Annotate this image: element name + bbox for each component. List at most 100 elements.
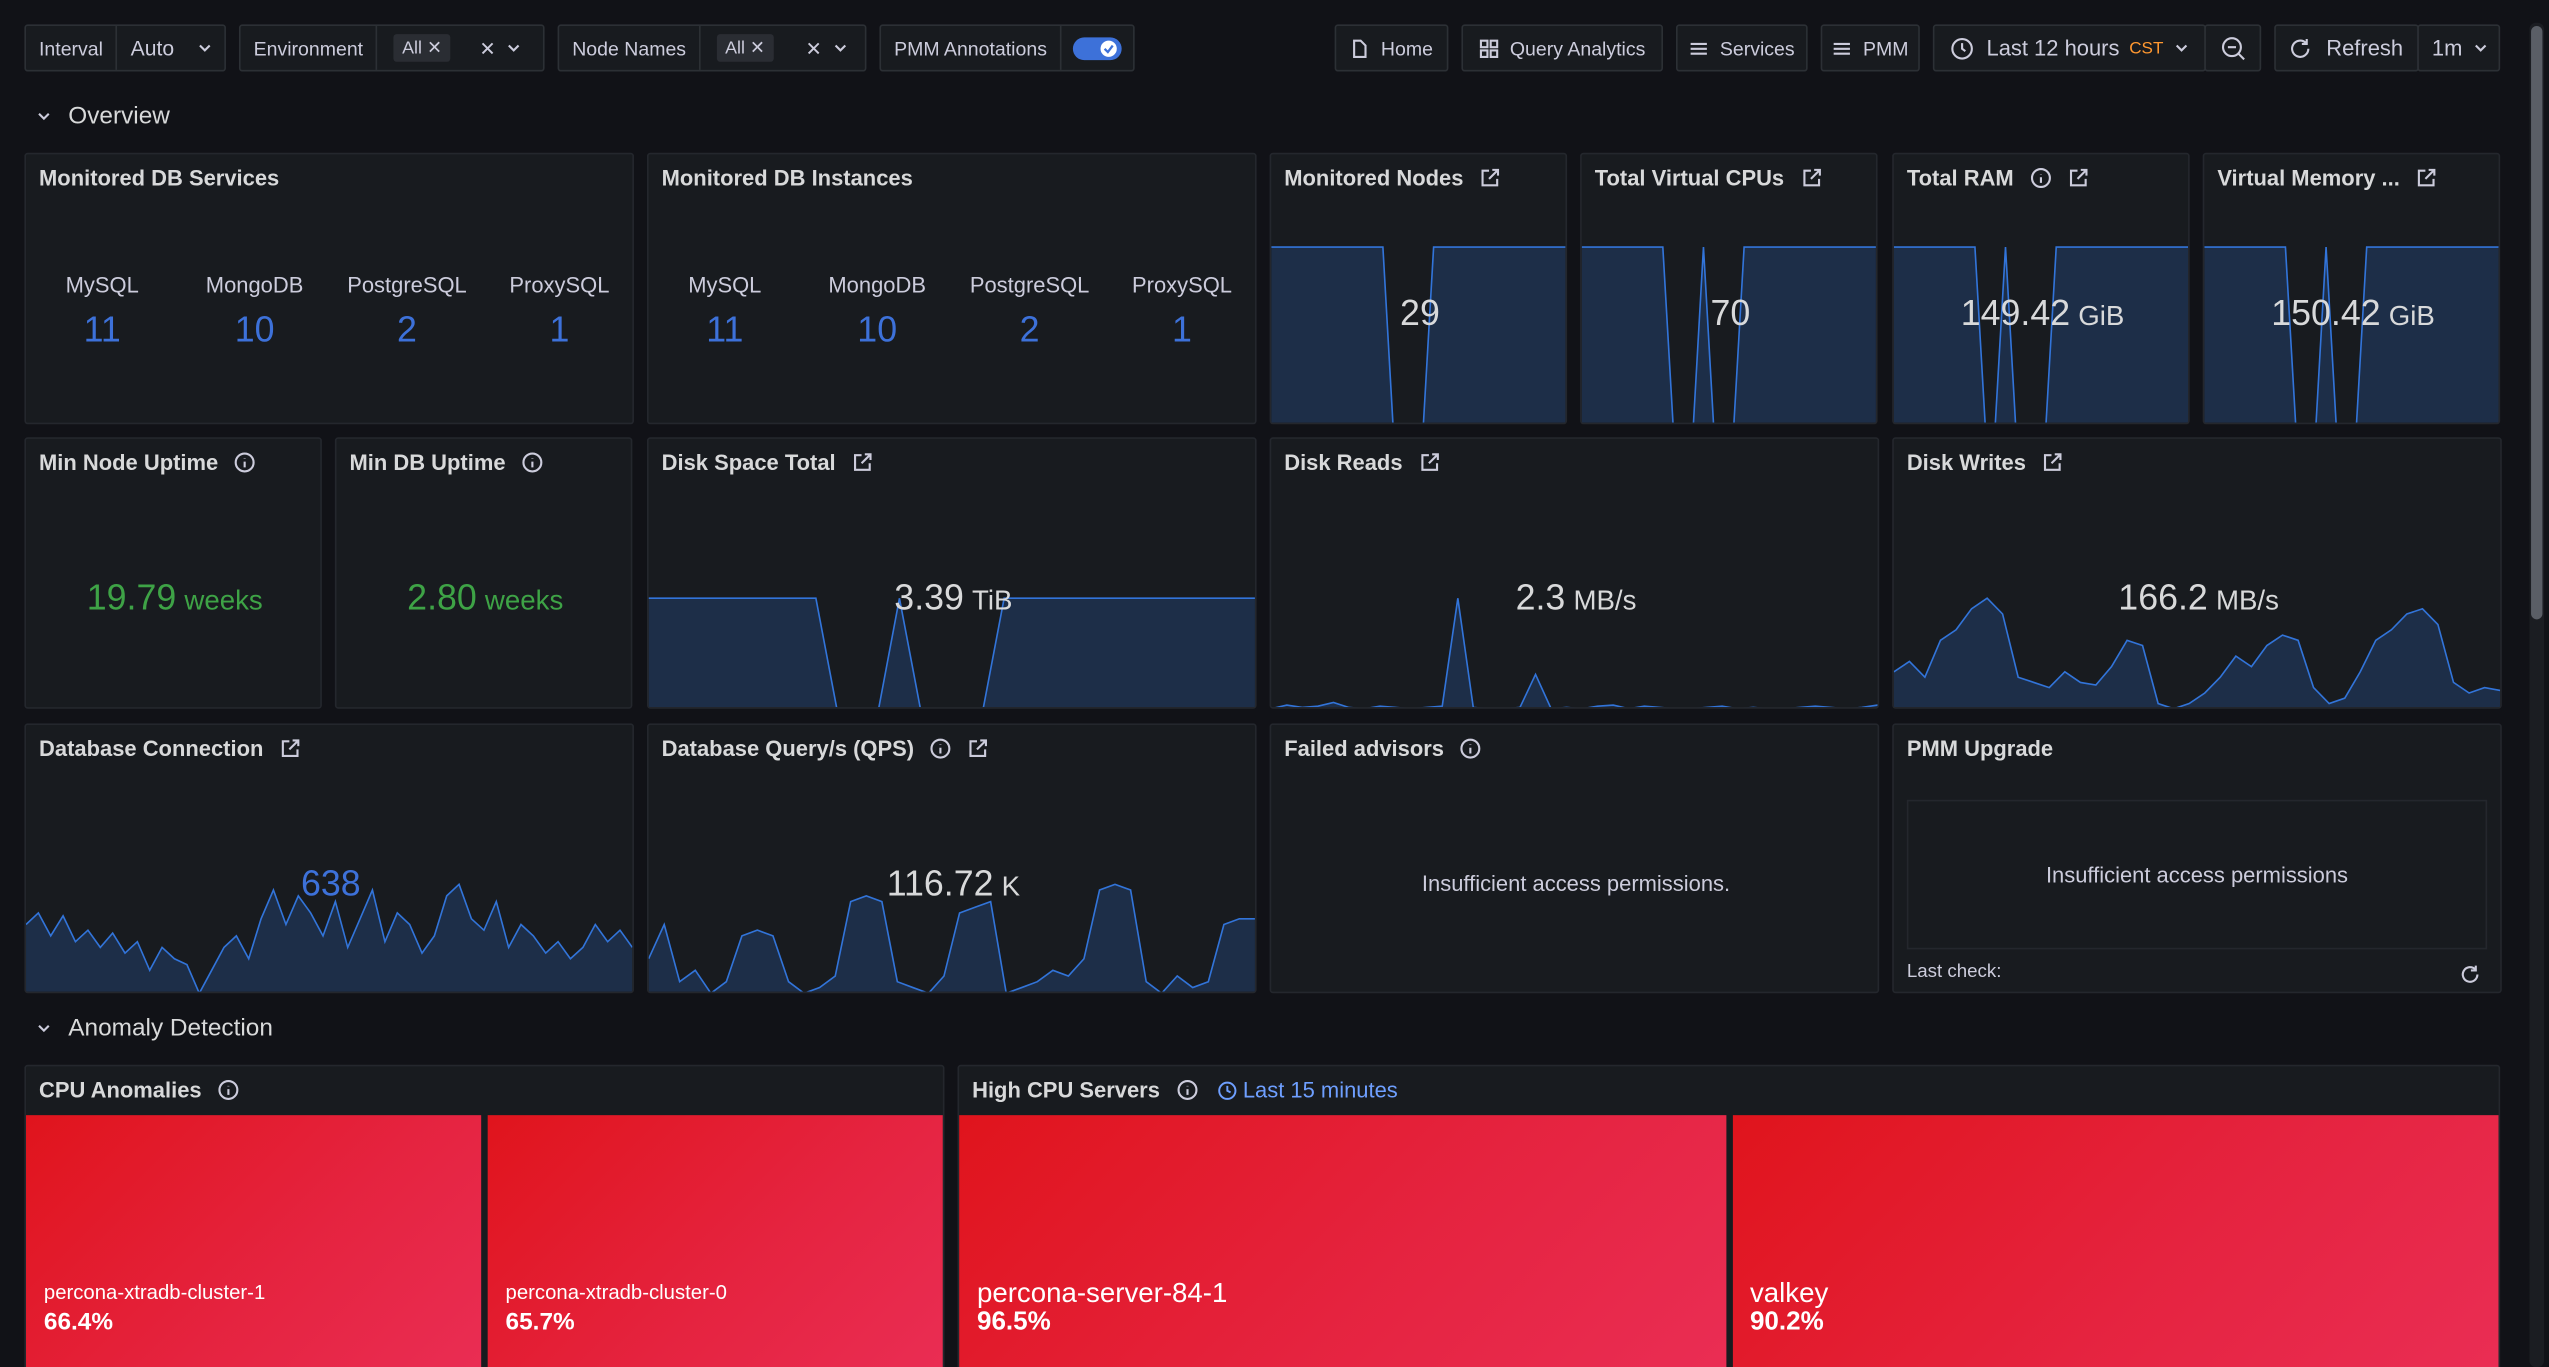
- info-icon: [235, 452, 256, 473]
- icon-part: [2461, 965, 2479, 983]
- link-icon[interactable]: [852, 452, 873, 473]
- variable-label: Interval: [26, 26, 118, 70]
- scrollbar-thumb[interactable]: [2531, 26, 2543, 620]
- panel-message: Insufficient access permissions: [2045, 862, 2349, 887]
- stat-value: 2.3 MB/s: [1271, 577, 1877, 619]
- link-icon[interactable]: [2416, 167, 2437, 188]
- zoom-icon: [2221, 36, 2245, 60]
- link-icon[interactable]: [280, 738, 301, 759]
- time-picker[interactable]: Last 12 hours CST: [1932, 24, 2206, 72]
- interval-value: 1m: [2431, 35, 2463, 61]
- panel-title-text: Disk Writes: [1906, 450, 2026, 475]
- count-label: MongoDB: [205, 273, 304, 298]
- panel-title: Failed advisors: [1284, 736, 1481, 761]
- link-icon[interactable]: [1800, 167, 1821, 188]
- environment-variable[interactable]: Environment All ✕ ✕: [238, 24, 545, 72]
- panel-title-text: Disk Space Total: [661, 450, 836, 475]
- zoom-out[interactable]: [2204, 24, 2262, 72]
- info-icon: [930, 738, 951, 759]
- variable-value: All: [725, 39, 745, 59]
- variable-label: Node Names: [559, 26, 701, 70]
- link-icon[interactable]: [1419, 452, 1440, 473]
- info-icon: [218, 1079, 239, 1100]
- chevron-path: [2474, 43, 2486, 52]
- panel-title-text: Total RAM: [1906, 165, 2014, 191]
- panel-title-text: Failed advisors: [1284, 736, 1445, 761]
- sparkline: [1893, 246, 2189, 423]
- refresh-button[interactable]: Refresh: [2274, 24, 2419, 72]
- pmm-link[interactable]: PMM: [1820, 24, 1920, 72]
- chevron-path: [507, 43, 520, 52]
- sparkline-area: [1581, 247, 1876, 423]
- annotations-toggle[interactable]: PMM Annotations: [879, 24, 1135, 72]
- row-header[interactable]: Overview: [34, 102, 170, 130]
- panel-title: Monitored Nodes: [1284, 166, 1501, 190]
- interval-variable[interactable]: Interval Auto: [24, 24, 226, 72]
- node-names-variable[interactable]: Node Names All ✕ ✕: [557, 24, 867, 72]
- stat-number: 3.39: [894, 577, 964, 618]
- treemap-cell[interactable]: valkey 90.2%: [1732, 1115, 2499, 1367]
- doc-icon: [1353, 38, 1368, 58]
- icon-path: [1961, 42, 1966, 52]
- chevron: [199, 43, 211, 52]
- icon-part: [1421, 453, 1439, 471]
- panel-title-text: Database Connection: [39, 736, 264, 761]
- stat-number: 2.80: [407, 577, 477, 618]
- chevron-path: [38, 112, 50, 120]
- icon-part: [1802, 168, 1821, 187]
- treemap-cell[interactable]: percona-xtradb-cluster-0 65.7%: [487, 1115, 943, 1367]
- link-icon[interactable]: [2067, 167, 2088, 188]
- panel-subtitle: Last 15 minutes: [1217, 1078, 1398, 1102]
- chevron: [507, 43, 520, 52]
- refresh-interval[interactable]: 1m: [2417, 24, 2501, 72]
- panel-title-text: Monitored DB Services: [39, 165, 280, 191]
- info-icon: [1460, 738, 1481, 759]
- variable-value: Auto: [130, 35, 175, 61]
- stat-unit: weeks: [484, 585, 564, 617]
- toggle-switch[interactable]: [1071, 35, 1123, 61]
- link-icon[interactable]: [2042, 452, 2063, 473]
- panel-upgrade: Insufficient access permissions Last chec…: [1892, 723, 2502, 994]
- home-link[interactable]: Home: [1334, 24, 1449, 72]
- count-value: 10: [857, 308, 898, 350]
- panel-stat: 166.2 MB/s Disk Writes: [1892, 437, 2502, 709]
- stat-number: 2.3: [1515, 577, 1566, 618]
- link-label: PMM: [1862, 36, 1909, 60]
- panel-title-text: Database Query/s (QPS): [661, 736, 915, 761]
- sparkline-line: [2204, 246, 2499, 423]
- stat-value: 116.72 K: [649, 863, 1255, 905]
- subtitle-text: Last 15 minutes: [1242, 1077, 1398, 1103]
- refresh-icon[interactable]: [2460, 964, 2481, 985]
- treemap-cell[interactable]: percona-xtradb-cluster-1 66.4%: [26, 1115, 482, 1367]
- clear-icon[interactable]: ✕: [805, 36, 822, 60]
- panel-title: Monitored DB Instances: [662, 166, 913, 190]
- chevron-path: [834, 43, 846, 52]
- clear-icon[interactable]: ✕: [479, 36, 496, 60]
- chevron-path: [2175, 43, 2187, 52]
- link-icon[interactable]: [1480, 167, 1501, 188]
- icon-part: [2030, 168, 2051, 189]
- stat-unit: GiB: [2388, 300, 2435, 332]
- icon-path: [1479, 38, 1498, 58]
- clock-icon: [1217, 1080, 1236, 1100]
- panel-title: Database Query/s (QPS): [661, 736, 989, 761]
- menu-icon: [1690, 42, 1707, 54]
- row-header[interactable]: Anomaly Detection: [34, 1014, 273, 1042]
- panel-title-text: Monitored DB Instances: [661, 165, 913, 191]
- link-icon[interactable]: [968, 738, 989, 759]
- variable-label: Environment: [241, 26, 378, 70]
- qan-link[interactable]: Query Analytics: [1461, 24, 1663, 72]
- info-icon: [1176, 1079, 1197, 1100]
- cell-value: 90.2%: [1749, 1308, 1824, 1337]
- stat-unit: GiB: [2078, 300, 2125, 332]
- count-label: MySQL: [688, 273, 762, 298]
- panel-counts: MySQL 11 MongoDB 10 PostgreSQL 2 ProxySQL 1 Moni…: [646, 152, 1257, 425]
- sparkline: [2204, 246, 2499, 423]
- row-title: Overview: [68, 102, 170, 131]
- link-label: Services: [1719, 36, 1795, 60]
- sparkline-line: [648, 883, 1255, 992]
- treemap-cell[interactable]: percona-server-84-1 96.5%: [959, 1115, 1726, 1367]
- services-link[interactable]: Services: [1675, 24, 1808, 72]
